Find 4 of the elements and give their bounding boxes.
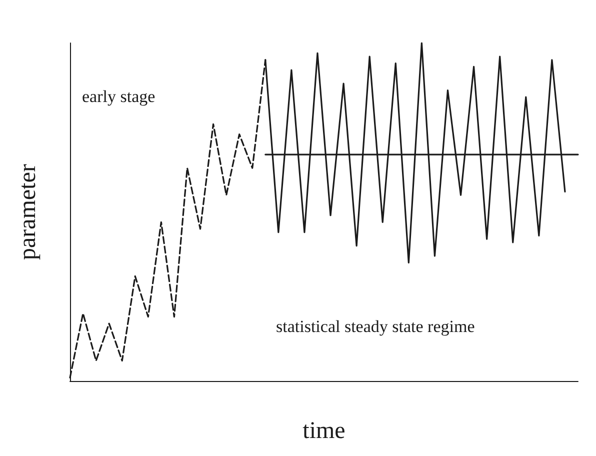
y-axis-title: parameter	[15, 164, 41, 260]
x-axis-title: time	[302, 418, 346, 444]
annotation: early stage	[82, 87, 156, 106]
annotation: statistical steady state regime	[276, 317, 475, 336]
